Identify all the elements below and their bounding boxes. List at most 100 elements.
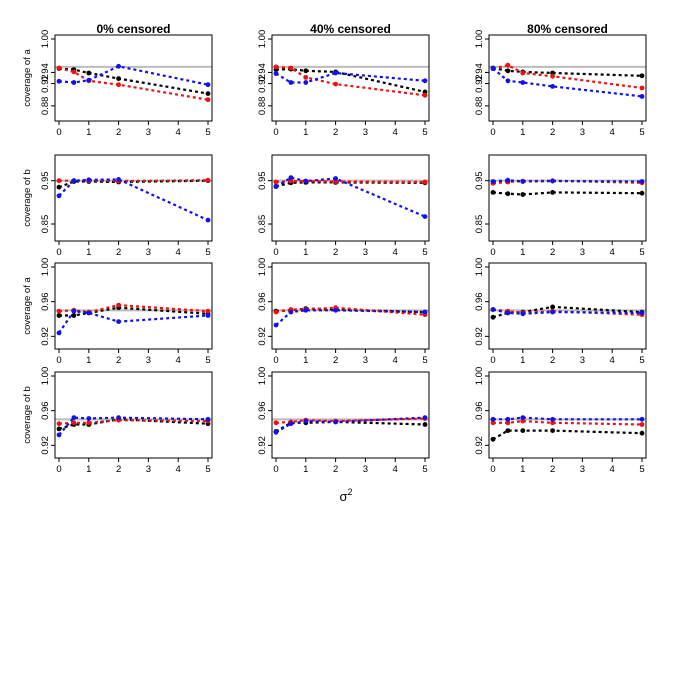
x-tick-label: 5 [205, 127, 210, 138]
y-tick-label: 1.00 [257, 258, 268, 277]
point-black-2 [303, 68, 309, 74]
y-tick-label: 0.94 [40, 63, 51, 82]
point-red-4 [205, 177, 211, 183]
point-blue-4 [639, 179, 645, 184]
point-blue-4 [422, 309, 428, 315]
panels-layer: 0% censored 40% censored 80% censored 0 1 2 3 4… [22, 22, 647, 475]
y-tick-label: 0.92 [474, 327, 485, 346]
x-tick-label: 3 [363, 355, 368, 366]
x-tick-label: 1 [86, 464, 91, 475]
panel-r4-c2: 0 1 2 3 4 5 0.92 0.96 1.00 [257, 367, 430, 475]
y-tick-label: 0.88 [474, 97, 485, 116]
point-blue-3 [116, 319, 121, 324]
x-axis-label: σ2 [339, 487, 352, 504]
point-black-3 [116, 76, 121, 81]
point-red-0 [56, 178, 62, 184]
point-red-2 [303, 75, 309, 80]
y-tick-label: 0.92 [474, 436, 485, 455]
point-blue-3 [116, 63, 121, 69]
x-tick-label: 5 [205, 247, 210, 258]
x-tick-label: 5 [639, 247, 644, 258]
point-blue-4 [205, 313, 211, 318]
x-tick-label: 4 [610, 355, 615, 366]
column-title-3: 80% censored [527, 22, 608, 36]
point-blue-3 [550, 178, 555, 184]
point-red-4 [639, 85, 645, 91]
point-blue-4 [422, 415, 428, 420]
point-blue-4 [639, 416, 645, 422]
x-tick-label: 2 [333, 127, 338, 138]
x-tick-label: 2 [550, 247, 555, 258]
panel-r3-c1: 0 1 2 3 4 5 0.92 0.96 1.00 coverage of a [22, 258, 213, 366]
y-axis-label-row-3: coverage of a [22, 277, 33, 335]
point-blue-4 [422, 78, 428, 84]
x-tick-label: 0 [56, 247, 61, 258]
point-blue-4 [422, 214, 428, 220]
point-blue-0 [273, 429, 279, 435]
point-blue-2 [86, 77, 92, 83]
x-tick-label: 5 [422, 127, 427, 138]
y-tick-label: 0.96 [40, 401, 51, 420]
point-blue-0 [56, 330, 62, 336]
x-tick-label: 4 [393, 464, 398, 475]
x-tick-label: 2 [116, 247, 121, 258]
x-tick-label: 1 [303, 464, 308, 475]
panel-r2-c2: 0 1 2 3 4 5 0.85 0.95 [257, 154, 430, 258]
point-black-2 [86, 70, 92, 76]
y-tick-label: 0.85 [474, 215, 485, 234]
point-blue-3 [550, 84, 555, 89]
x-tick-label: 4 [393, 127, 398, 138]
point-red-3 [550, 73, 555, 79]
x-tick-label: 2 [333, 247, 338, 258]
x-tick-label: 2 [116, 464, 121, 475]
point-blue-1 [71, 308, 77, 314]
x-tick-label: 2 [333, 464, 338, 475]
x-tick-label: 0 [490, 355, 495, 366]
point-blue-3 [116, 415, 121, 420]
x-tick-label: 0 [56, 464, 61, 475]
x-tick-label: 2 [333, 355, 338, 366]
x-tick-label: 5 [422, 355, 427, 366]
y-tick-label: 0.96 [257, 401, 268, 420]
point-black-3 [550, 304, 555, 310]
point-blue-3 [550, 309, 555, 315]
x-tick-label: 3 [363, 464, 368, 475]
y-tick-label: 0.95 [40, 171, 51, 190]
point-blue-0 [273, 71, 279, 76]
series-line-blue [492, 67, 643, 98]
column-title-2: 40% censored [310, 22, 391, 36]
x-tick-label: 0 [490, 247, 495, 258]
x-tick-label: 1 [520, 355, 525, 366]
y-tick-label: 1.00 [257, 367, 268, 386]
x-tick-label: 0 [273, 464, 278, 475]
point-blue-2 [303, 307, 309, 313]
x-tick-label: 1 [520, 247, 525, 258]
point-blue-3 [333, 419, 338, 425]
x-tick-label: 0 [273, 127, 278, 138]
x-tick-label: 0 [490, 127, 495, 138]
y-tick-label: 0.96 [40, 292, 51, 311]
panel-frame [271, 371, 430, 459]
point-red-0 [56, 308, 62, 314]
x-tick-label: 3 [580, 464, 585, 475]
point-red-3 [116, 302, 121, 308]
y-tick-label: 0.85 [40, 215, 51, 234]
x-tick-label: 4 [176, 127, 181, 138]
point-blue-2 [86, 310, 92, 316]
x-tick-label: 5 [639, 464, 644, 475]
point-blue-4 [639, 310, 645, 316]
point-red-0 [273, 420, 279, 426]
panel-r3-c3: 0 1 2 3 4 5 0.92 0.96 1.00 [474, 258, 647, 366]
x-tick-label: 0 [273, 247, 278, 258]
point-blue-4 [205, 82, 211, 88]
point-blue-4 [639, 94, 645, 99]
x-tick-label: 2 [116, 127, 121, 138]
point-red-2 [520, 70, 526, 76]
x-tick-label: 1 [86, 247, 91, 258]
point-black-3 [550, 428, 555, 433]
x-tick-label: 5 [205, 355, 210, 366]
point-red-0 [273, 64, 279, 70]
point-blue-1 [71, 80, 77, 85]
point-blue-3 [550, 416, 555, 422]
point-blue-0 [56, 432, 62, 438]
